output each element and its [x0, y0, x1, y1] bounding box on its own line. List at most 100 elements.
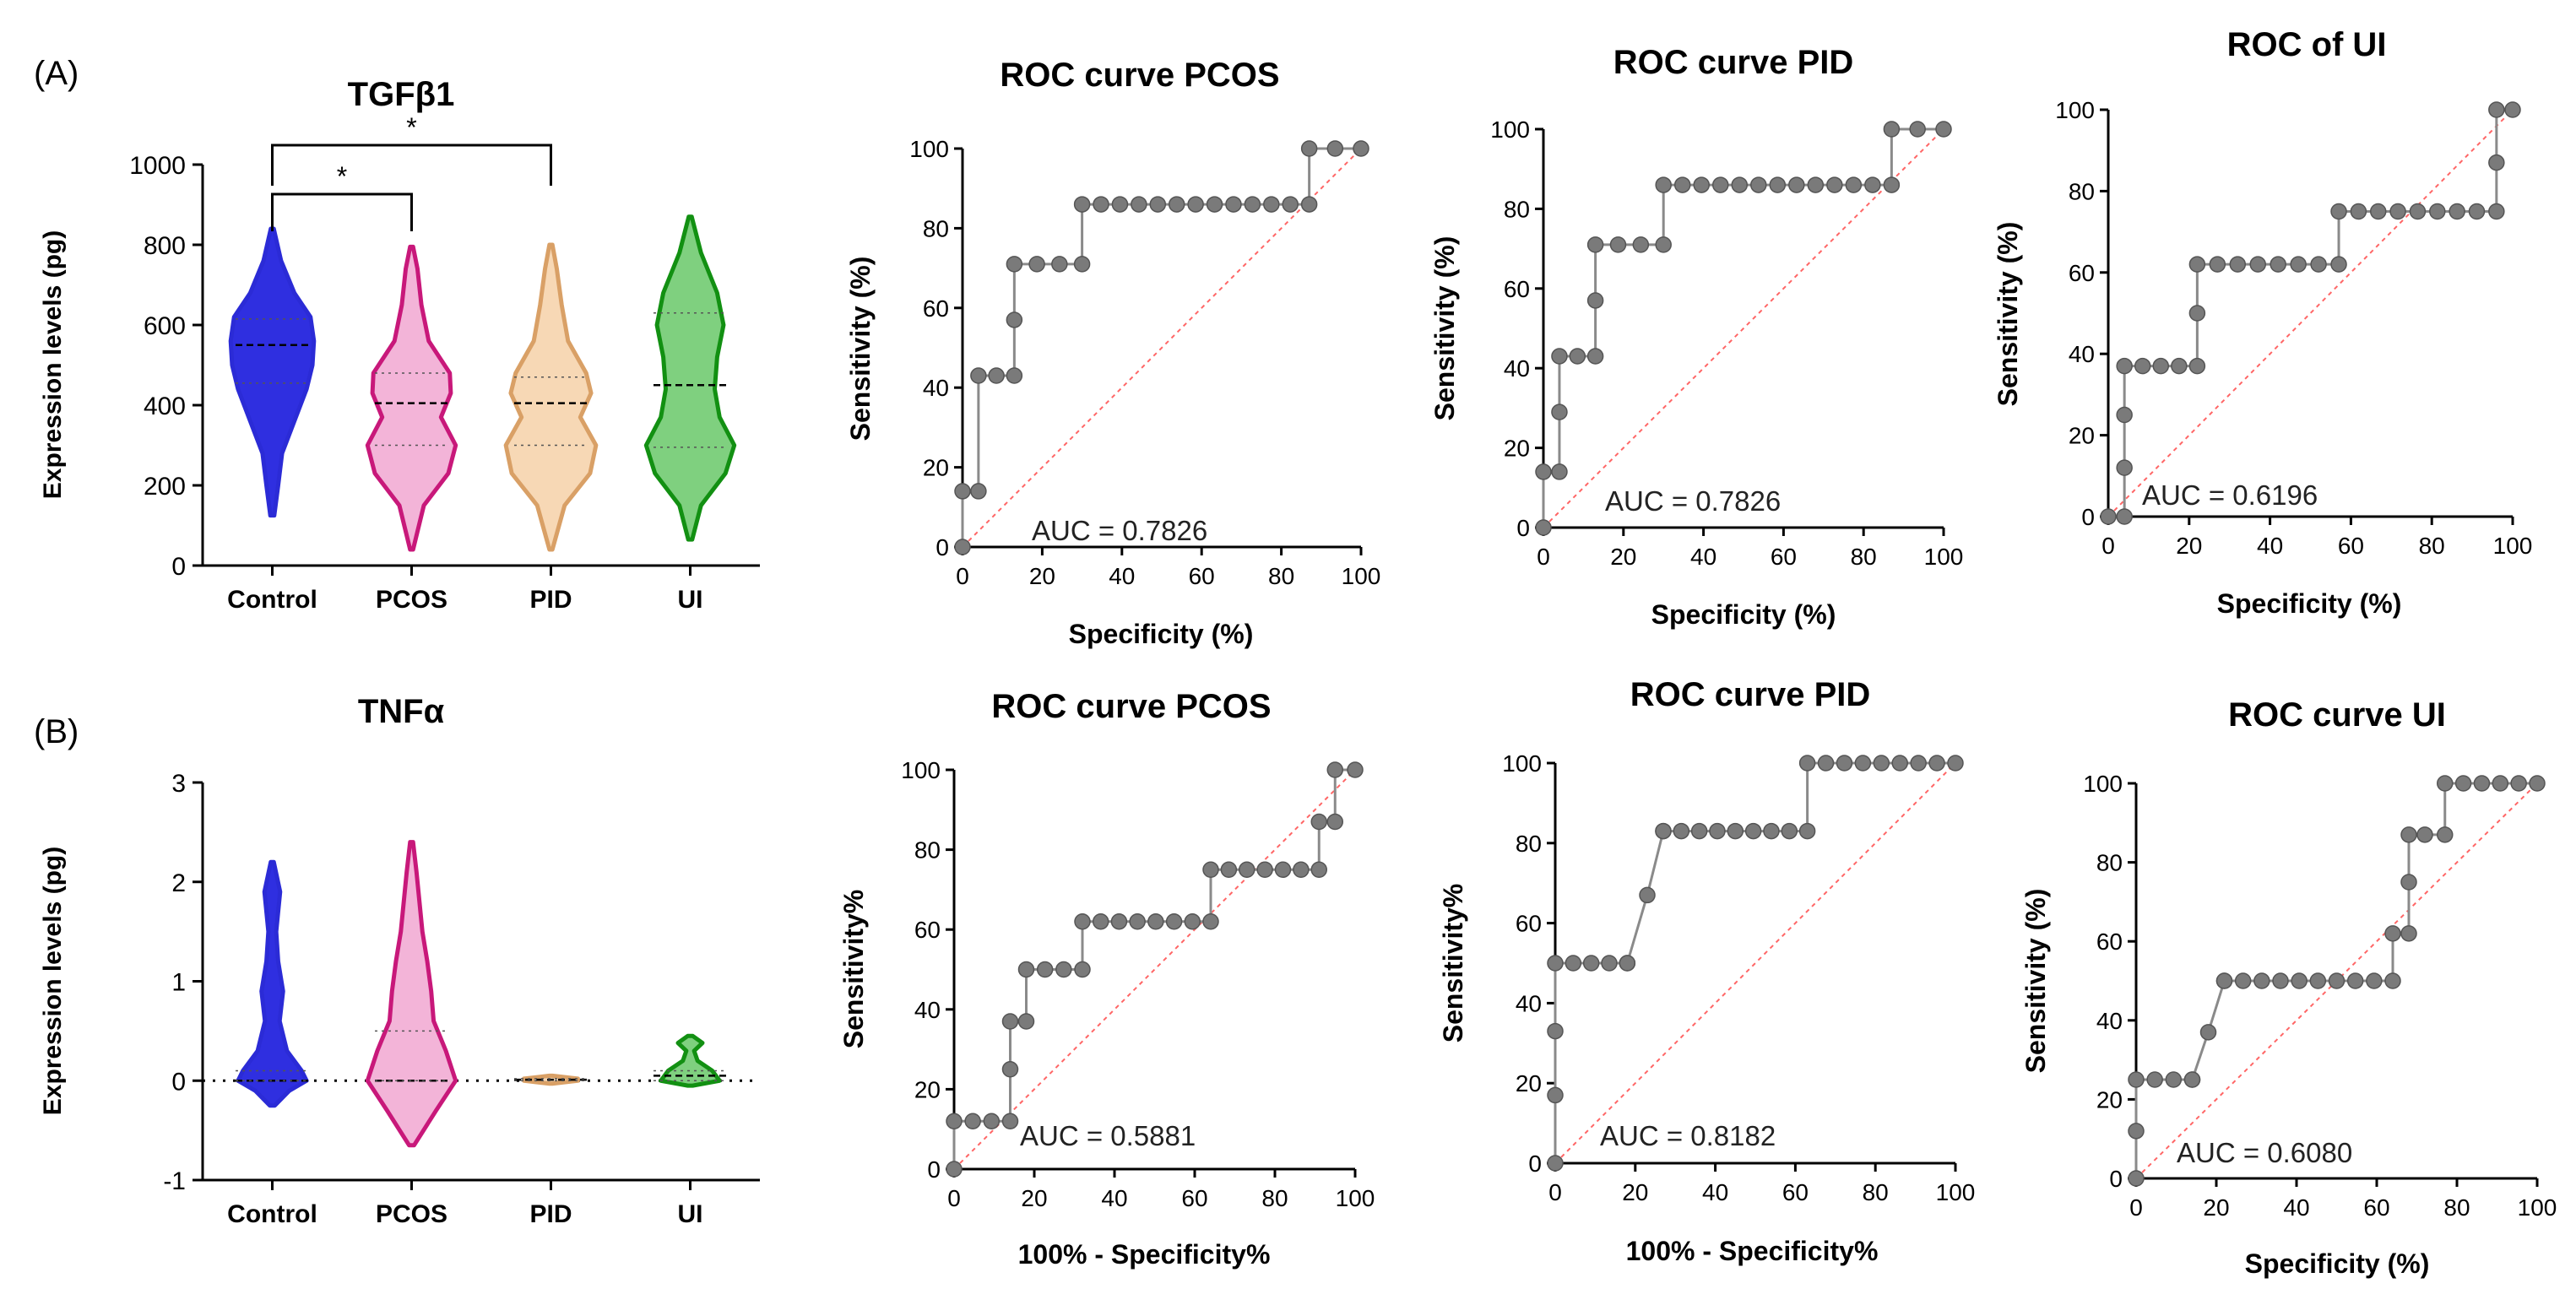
roc-point — [1551, 463, 1568, 480]
violin-pid — [503, 242, 599, 552]
y-tick-label: 40 — [2096, 1008, 2123, 1034]
x-tick-label: 100 — [1924, 544, 1964, 570]
x-tick-label: Control — [227, 586, 317, 614]
roc-point — [1673, 822, 1690, 840]
violin-ui — [659, 1033, 722, 1088]
roc-point — [1535, 519, 1552, 536]
x-tick-label: 20 — [2176, 533, 2202, 559]
y-axis-label: Sensitivity% — [838, 890, 869, 1049]
roc-point — [1817, 755, 1835, 772]
roc-point — [983, 1113, 1001, 1129]
roc-point — [1750, 176, 1767, 193]
x-tick-label: PID — [529, 1200, 572, 1228]
x-tick-label: 60 — [1782, 1179, 1809, 1205]
x-axis-label: Specificity (%) — [2245, 1248, 2430, 1279]
roc-point — [1947, 755, 1964, 772]
x-tick-label: 0 — [956, 563, 969, 589]
roc-point — [2290, 256, 2307, 273]
reference-diagonal — [1554, 762, 1956, 1164]
roc-point — [2116, 508, 2133, 525]
x-tick-label: 100 — [2493, 533, 2533, 559]
violin-control — [228, 226, 317, 518]
y-tick-label: 20 — [2069, 423, 2095, 449]
y-tick-label: 0 — [2081, 504, 2095, 530]
roc-point — [1347, 761, 1364, 778]
x-tick-label: 40 — [2283, 1194, 2309, 1221]
x-tick-label: 80 — [1261, 1185, 1288, 1211]
roc-point — [2272, 972, 2289, 989]
y-tick-label: 40 — [1516, 990, 1542, 1016]
roc-point — [2449, 203, 2465, 220]
roc-point — [2409, 203, 2427, 220]
y-tick-label: 20 — [1516, 1070, 1542, 1097]
roc-point — [1184, 912, 1201, 930]
roc-point — [2369, 203, 2387, 220]
y-tick-label: 2 — [171, 869, 186, 897]
roc-point — [2416, 826, 2433, 843]
roc-point — [1073, 256, 1091, 273]
x-axis-label: Specificity (%) — [1651, 599, 1836, 630]
roc-point — [1165, 912, 1183, 930]
roc-point — [946, 1161, 963, 1178]
roc-point — [1586, 292, 1604, 309]
roc-point — [1891, 755, 1908, 772]
roc-point — [1092, 912, 1109, 930]
roc-point — [1910, 755, 1927, 772]
y-tick-label: 100 — [1490, 116, 1530, 143]
y-tick-label: 100 — [2055, 97, 2095, 123]
roc-point — [2488, 154, 2505, 171]
roc-point — [1632, 236, 1650, 253]
auc-label: AUC = 0.8182 — [1600, 1120, 1776, 1151]
roc-point — [2188, 305, 2206, 322]
roc-point — [1074, 961, 1091, 978]
roc-point — [1798, 822, 1816, 840]
roc-point — [1110, 912, 1128, 930]
x-tick-label: 100 — [1936, 1179, 1976, 1205]
roc-point — [954, 539, 971, 555]
roc-point — [1619, 955, 1636, 972]
roc-point — [1873, 755, 1890, 772]
roc-point — [1864, 176, 1881, 193]
roc-point — [1826, 176, 1843, 193]
y-tick-label: 1000 — [129, 152, 186, 180]
x-tick-label: 60 — [2338, 533, 2364, 559]
roc-point — [1036, 961, 1054, 978]
roc-chart-a-pid: ROC curve PID Sensitivity (%) Specificity … — [1429, 44, 1963, 630]
roc-point — [2234, 972, 2252, 989]
chart-title: TGFβ1 — [348, 76, 455, 113]
roc-point — [1883, 176, 1901, 193]
x-tick-label: 60 — [2363, 1194, 2389, 1221]
roc-point — [2128, 1071, 2145, 1088]
roc-point — [1547, 955, 1564, 972]
x-tick-label: 40 — [1109, 563, 1135, 589]
roc-point — [1845, 176, 1863, 193]
roc-point — [1547, 1155, 1564, 1172]
chart-title: ROC of UI — [2227, 26, 2387, 63]
y-tick-label: 100 — [909, 136, 949, 162]
violin-chart-tnfa: TNFα Expression levels (pg) -1 0 1 2 3 Control P… — [39, 693, 760, 1228]
x-tick-label: PCOS — [376, 586, 447, 614]
roc-point — [1565, 955, 1582, 972]
y-tick-label: 60 — [1516, 911, 1542, 937]
roc-point — [1883, 121, 1901, 138]
roc-point — [2309, 972, 2327, 989]
significance-star: * — [406, 112, 416, 143]
roc-point — [1727, 822, 1744, 840]
x-tick-label: 0 — [1537, 544, 1550, 570]
reference-diagonal — [962, 148, 1362, 548]
chart-title: ROC curve PCOS — [1000, 57, 1279, 94]
x-tick-label: 20 — [1029, 563, 1055, 589]
roc-point — [2346, 972, 2364, 989]
roc-point — [1731, 176, 1749, 193]
y-tick-label: 0 — [1528, 1151, 1542, 1177]
chart-title: ROC curve PID — [1613, 44, 1854, 81]
roc-chart-a-pcos: ROC curve PCOS Sensitivity (%) Specificity… — [845, 57, 1380, 649]
roc-point — [2473, 775, 2491, 792]
x-axis-label: Specificity (%) — [2217, 588, 2402, 619]
y-axis-label: Sensitivity (%) — [1993, 222, 2023, 407]
roc-point — [1006, 311, 1023, 328]
roc-point — [1282, 196, 1299, 213]
roc-point — [2437, 775, 2454, 792]
roc-chart-b-ui: ROC curve UI Sensitivity (%) Specificity (… — [2020, 696, 2557, 1279]
roc-point — [1206, 196, 1223, 213]
